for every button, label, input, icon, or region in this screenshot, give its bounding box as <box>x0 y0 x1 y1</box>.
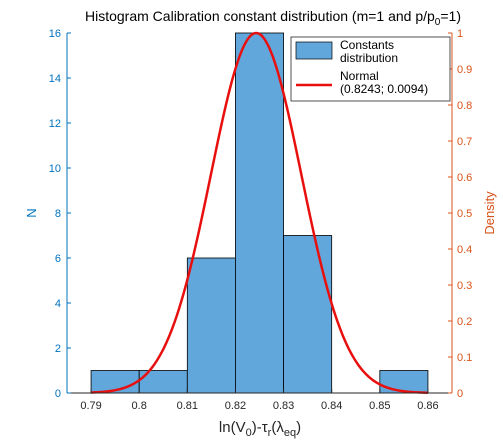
legend-item-normal: Normal (0.8243; 0.0094) <box>340 69 428 96</box>
y-right-tick-label: 0 <box>457 388 463 400</box>
y-right-tick-label: 0.6 <box>457 172 472 184</box>
x-tick-label: 0.85 <box>369 400 390 412</box>
histogram-bar-4 <box>283 235 333 394</box>
y-axis-left-label: N <box>24 208 39 217</box>
y-left-tick-group: 0 2 4 6 8 10 12 14 16 <box>49 28 71 400</box>
legend: Constants distribution Normal (0.8243; 0.0… <box>290 36 451 102</box>
y-left-tick-label: 2 <box>55 343 61 355</box>
y-right-tick-label: 0.9 <box>457 64 472 76</box>
y-left-tick-label: 6 <box>55 253 61 265</box>
histogram-bar-3 <box>235 32 284 394</box>
y-left-tick-label: 14 <box>49 73 61 85</box>
y-right-tick-label: 1 <box>457 28 463 40</box>
y-right-tick-label: 0.4 <box>457 244 472 256</box>
chart-title-subscript: 0 <box>435 17 441 28</box>
y-right-tick-label: 0.1 <box>457 352 472 364</box>
y-left-tick-label: 10 <box>49 163 61 175</box>
x-tick-label: 0.79 <box>80 400 101 412</box>
histogram-bar-2 <box>186 257 236 394</box>
y-left-tick-label: 12 <box>49 118 61 130</box>
x-tick-group: 0.79 0.8 0.81 0.82 0.83 0.84 0.85 0.86 <box>80 389 439 412</box>
y-right-tick-group: 0 0.1 0.2 0.3 0.4 0.5 0.6 0.7 0.8 0.9 1 <box>448 28 472 400</box>
legend-bar-swatch <box>295 41 333 60</box>
normal-fit-curve <box>91 31 428 394</box>
chart-title: Histogram Calibration constant distribut… <box>85 8 461 28</box>
y-right-tick-label: 0.5 <box>457 208 472 220</box>
y-left-tick-label: 16 <box>49 28 61 40</box>
histogram-bar-6 <box>379 370 429 394</box>
x-tick-label: 0.86 <box>417 400 438 412</box>
y-left-tick-label: 0 <box>55 388 61 400</box>
y-left-tick-label: 8 <box>55 208 61 220</box>
x-tick-label: 0.84 <box>321 400 342 412</box>
legend-item-constants: Constants distribution <box>340 38 398 65</box>
y-left-tick-label: 4 <box>55 298 61 310</box>
y-right-tick-label: 0.3 <box>457 280 472 292</box>
y-right-tick-label: 0.2 <box>457 316 472 328</box>
y-right-tick-label: 0.7 <box>457 136 472 148</box>
x-tick-label: 0.81 <box>177 400 198 412</box>
histogram-bars <box>90 32 429 394</box>
y-axis-right-label: Density <box>482 191 497 235</box>
y-right-tick-label: 0.8 <box>457 100 472 112</box>
x-axis-label: ln(V0)-τr(λeq) <box>219 419 301 439</box>
x-tick-label: 0.82 <box>225 400 246 412</box>
normal-curve-layer <box>91 31 428 394</box>
x-tick-label: 0.83 <box>273 400 294 412</box>
x-tick-label: 0.8 <box>132 400 147 412</box>
